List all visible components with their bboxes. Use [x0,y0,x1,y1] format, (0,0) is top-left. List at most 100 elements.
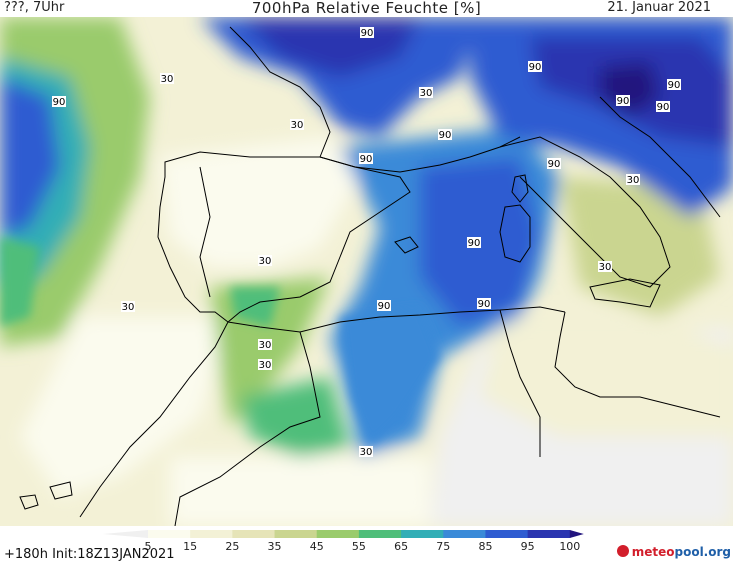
contour-label: 90 [438,129,452,141]
contour-label: 90 [377,300,391,312]
svg-text:30: 30 [291,120,304,131]
contour-label: 90 [616,95,630,107]
svg-text:30: 30 [599,262,612,273]
colorbar-tick-label: 15 [183,540,197,553]
colorbar-segment [274,530,318,538]
svg-text:90: 90 [617,96,630,107]
map-title: 700hPa Relative Feuchte [%] [251,0,482,17]
coast-italy [499,136,671,288]
contour-label: 90 [52,96,66,108]
colorbar-segment [316,530,360,538]
svg-text:30: 30 [259,340,272,351]
svg-text:30: 30 [360,447,373,458]
contour-label: 30 [121,301,135,313]
meteopool-logo[interactable]: meteopool.org [616,545,731,559]
svg-text:30: 30 [420,88,433,99]
brand-suffix: pool.org [674,545,731,559]
contour-label: 30 [419,87,433,99]
coast-north-africa [227,306,566,333]
svg-text:30: 30 [627,175,640,186]
dry-region-southwest [20,317,230,497]
svg-text:90: 90 [668,80,681,91]
svg-text:30: 30 [161,74,174,85]
svg-text:90: 90 [468,238,481,249]
coast-morocco-atlantic [79,321,229,518]
coast-gulf-lion [354,136,521,173]
moist-band-atlas [240,377,350,457]
humidity-map: 90 90 30 30 30 90 90 90 90 90 90 90 90 3… [0,17,733,526]
contour-label: 90 [467,237,481,249]
humid-north-core [240,17,420,77]
colorbar-ticks: 5 15 25 35 45 55 65 75 85 95 100 [145,540,581,553]
colorbar-segment [443,530,486,538]
humid-max-adriatic [600,62,660,117]
coast-sardinia [499,204,531,263]
contour-label: 30 [258,359,272,371]
humidity-field [0,17,733,526]
colorbar-segment [485,530,529,538]
svg-text:30: 30 [259,360,272,371]
border-algeria-tunisia [499,309,541,457]
coast-tunisia-libya [554,311,721,418]
contour-label: 30 [258,339,272,351]
contour-label: 90 [360,27,374,39]
colorbar-segment [358,530,402,538]
svg-text:90: 90 [657,102,670,113]
border-morocco-algeria [174,331,321,526]
contour-label: 30 [626,174,640,186]
dry-region-iberia [160,137,360,267]
colorbar-tick-label: 95 [521,540,535,553]
colorbar-tick-label: 35 [268,540,282,553]
svg-text:90: 90 [361,28,374,39]
colorbar-segment [527,530,571,538]
contour-label: 30 [359,446,373,458]
coast-canaries [19,481,73,510]
svg-text:90: 90 [548,159,561,170]
svg-text:30: 30 [122,302,135,313]
contour-label: 90 [477,298,491,310]
contour-label: 90 [547,158,561,170]
svg-text:90: 90 [529,62,542,73]
coast-balearic [394,236,419,254]
contour-label: 90 [656,101,670,113]
colorbar-tick-label: 100 [559,540,580,553]
colorbar-tick-label: 45 [310,540,324,553]
coastlines [19,26,721,526]
dry-region-south [170,457,430,526]
dry-region-africa-north [480,317,733,437]
humidity-detail [0,237,440,447]
contour-label: 30 [160,73,174,85]
moist-band-east [560,177,720,317]
colorbar-legend: 5 15 25 35 45 55 65 75 85 95 100 [103,530,584,553]
valid-date: 21. Januar 2021 [607,0,711,15]
colorbar-segment [148,530,191,538]
coast-corsica [511,174,529,203]
colorbar-tick-label: 65 [394,540,408,553]
colorbar-tick-label: 55 [352,540,366,553]
run-valid-label: ???, 7Uhr [4,0,65,15]
border-spain-france [319,156,356,168]
coast-france [229,26,331,158]
coast-adriatic [599,96,721,218]
contour-label: 30 [258,255,272,267]
colorbar [103,530,584,538]
colorbar-segment [401,530,444,538]
contour-labels: 90 90 30 30 30 90 90 90 90 90 90 90 90 3… [52,27,681,458]
colorbar-tick-label: 25 [225,540,239,553]
svg-text:90: 90 [478,299,491,310]
colorbar-segment [232,530,276,538]
colorbar-segment [190,530,233,538]
contour-label: 90 [667,79,681,91]
colorbar-arrow-left [103,530,148,538]
svg-text:90: 90 [53,97,66,108]
brand-prefix: meteo [631,545,675,559]
model-run-label: +180h Init:18Z13JAN2021 [4,547,175,562]
coast-sicily [589,278,661,308]
contour-label: 90 [528,61,542,73]
logo-icon [616,545,629,557]
svg-text:30: 30 [259,256,272,267]
colorbar-tick-label: 5 [145,540,152,553]
border-spain-portugal [199,166,211,298]
svg-text:90: 90 [439,130,452,141]
colorbar-tick-label: 85 [478,540,492,553]
